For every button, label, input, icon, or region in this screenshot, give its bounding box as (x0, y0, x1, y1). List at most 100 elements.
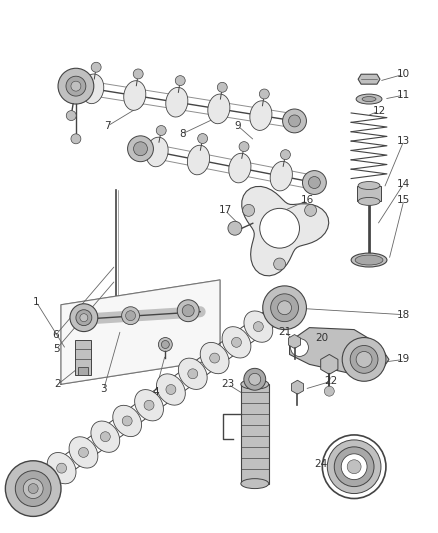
Circle shape (303, 171, 326, 195)
Circle shape (100, 432, 110, 442)
Circle shape (177, 300, 199, 321)
Circle shape (66, 76, 86, 96)
Ellipse shape (156, 374, 185, 405)
Circle shape (188, 369, 198, 379)
Circle shape (253, 321, 263, 332)
Circle shape (182, 305, 194, 317)
Text: 1: 1 (33, 297, 39, 307)
Bar (78, 367, 88, 375)
Circle shape (244, 368, 266, 390)
Circle shape (23, 479, 43, 498)
Text: 6: 6 (53, 329, 60, 340)
Circle shape (263, 286, 307, 329)
Text: 8: 8 (179, 129, 186, 139)
Polygon shape (291, 380, 304, 394)
Text: 11: 11 (397, 90, 410, 100)
Circle shape (57, 463, 67, 473)
Ellipse shape (25, 468, 54, 499)
Ellipse shape (244, 311, 273, 342)
Polygon shape (289, 335, 300, 349)
Circle shape (161, 341, 170, 349)
Text: 12: 12 (372, 106, 385, 116)
Circle shape (166, 384, 176, 394)
Circle shape (71, 134, 81, 144)
Circle shape (341, 454, 367, 480)
Ellipse shape (355, 255, 383, 265)
Text: 15: 15 (397, 196, 410, 205)
Ellipse shape (124, 80, 146, 110)
Circle shape (290, 338, 308, 357)
Ellipse shape (356, 94, 382, 104)
Circle shape (156, 126, 166, 135)
Ellipse shape (241, 479, 268, 489)
Circle shape (91, 62, 101, 72)
Ellipse shape (358, 182, 380, 190)
Circle shape (249, 373, 261, 385)
Circle shape (342, 337, 386, 381)
Circle shape (350, 345, 378, 373)
Circle shape (232, 337, 241, 348)
Circle shape (122, 416, 132, 426)
Circle shape (324, 386, 334, 396)
Polygon shape (358, 74, 380, 84)
Circle shape (58, 68, 94, 104)
Ellipse shape (166, 87, 188, 117)
Text: 5: 5 (53, 344, 60, 354)
Circle shape (134, 142, 148, 156)
Text: 18: 18 (397, 310, 410, 320)
Ellipse shape (270, 161, 293, 191)
Circle shape (283, 109, 307, 133)
Ellipse shape (241, 379, 268, 389)
Text: 7: 7 (104, 121, 111, 131)
Text: 24: 24 (315, 459, 328, 469)
Circle shape (76, 310, 92, 326)
Circle shape (259, 89, 269, 99)
Text: 16: 16 (301, 196, 314, 205)
Text: 17: 17 (218, 205, 232, 215)
Text: 4: 4 (152, 387, 159, 397)
Circle shape (243, 204, 254, 216)
Polygon shape (242, 187, 329, 276)
Circle shape (175, 76, 185, 86)
Text: 10: 10 (397, 69, 410, 79)
Text: 19: 19 (397, 354, 410, 365)
Circle shape (289, 115, 300, 127)
Circle shape (122, 307, 140, 325)
Ellipse shape (146, 137, 168, 167)
Circle shape (133, 69, 143, 79)
Ellipse shape (69, 437, 98, 468)
Circle shape (126, 311, 135, 321)
Circle shape (228, 221, 242, 235)
Circle shape (260, 208, 300, 248)
Bar (357, 185, 381, 201)
Circle shape (280, 150, 290, 159)
Circle shape (159, 337, 172, 351)
Ellipse shape (47, 453, 76, 484)
Text: 20: 20 (315, 333, 328, 343)
Circle shape (305, 204, 317, 216)
Circle shape (80, 314, 88, 321)
Circle shape (334, 447, 374, 487)
Text: 3: 3 (100, 384, 107, 394)
Circle shape (210, 353, 219, 363)
Circle shape (217, 82, 227, 92)
Text: 22: 22 (325, 376, 338, 386)
Ellipse shape (178, 358, 207, 390)
Ellipse shape (362, 96, 376, 102)
Text: 23: 23 (221, 379, 235, 389)
Polygon shape (61, 280, 220, 384)
Circle shape (239, 142, 249, 151)
Circle shape (274, 258, 286, 270)
Polygon shape (290, 328, 389, 374)
Circle shape (198, 134, 208, 143)
Text: 21: 21 (278, 327, 291, 336)
Circle shape (327, 440, 381, 494)
Circle shape (70, 304, 98, 332)
Circle shape (144, 400, 154, 410)
Ellipse shape (200, 342, 229, 374)
Circle shape (71, 81, 81, 91)
Circle shape (66, 111, 76, 120)
Circle shape (347, 460, 361, 474)
Text: 13: 13 (397, 136, 410, 146)
Ellipse shape (351, 253, 387, 267)
